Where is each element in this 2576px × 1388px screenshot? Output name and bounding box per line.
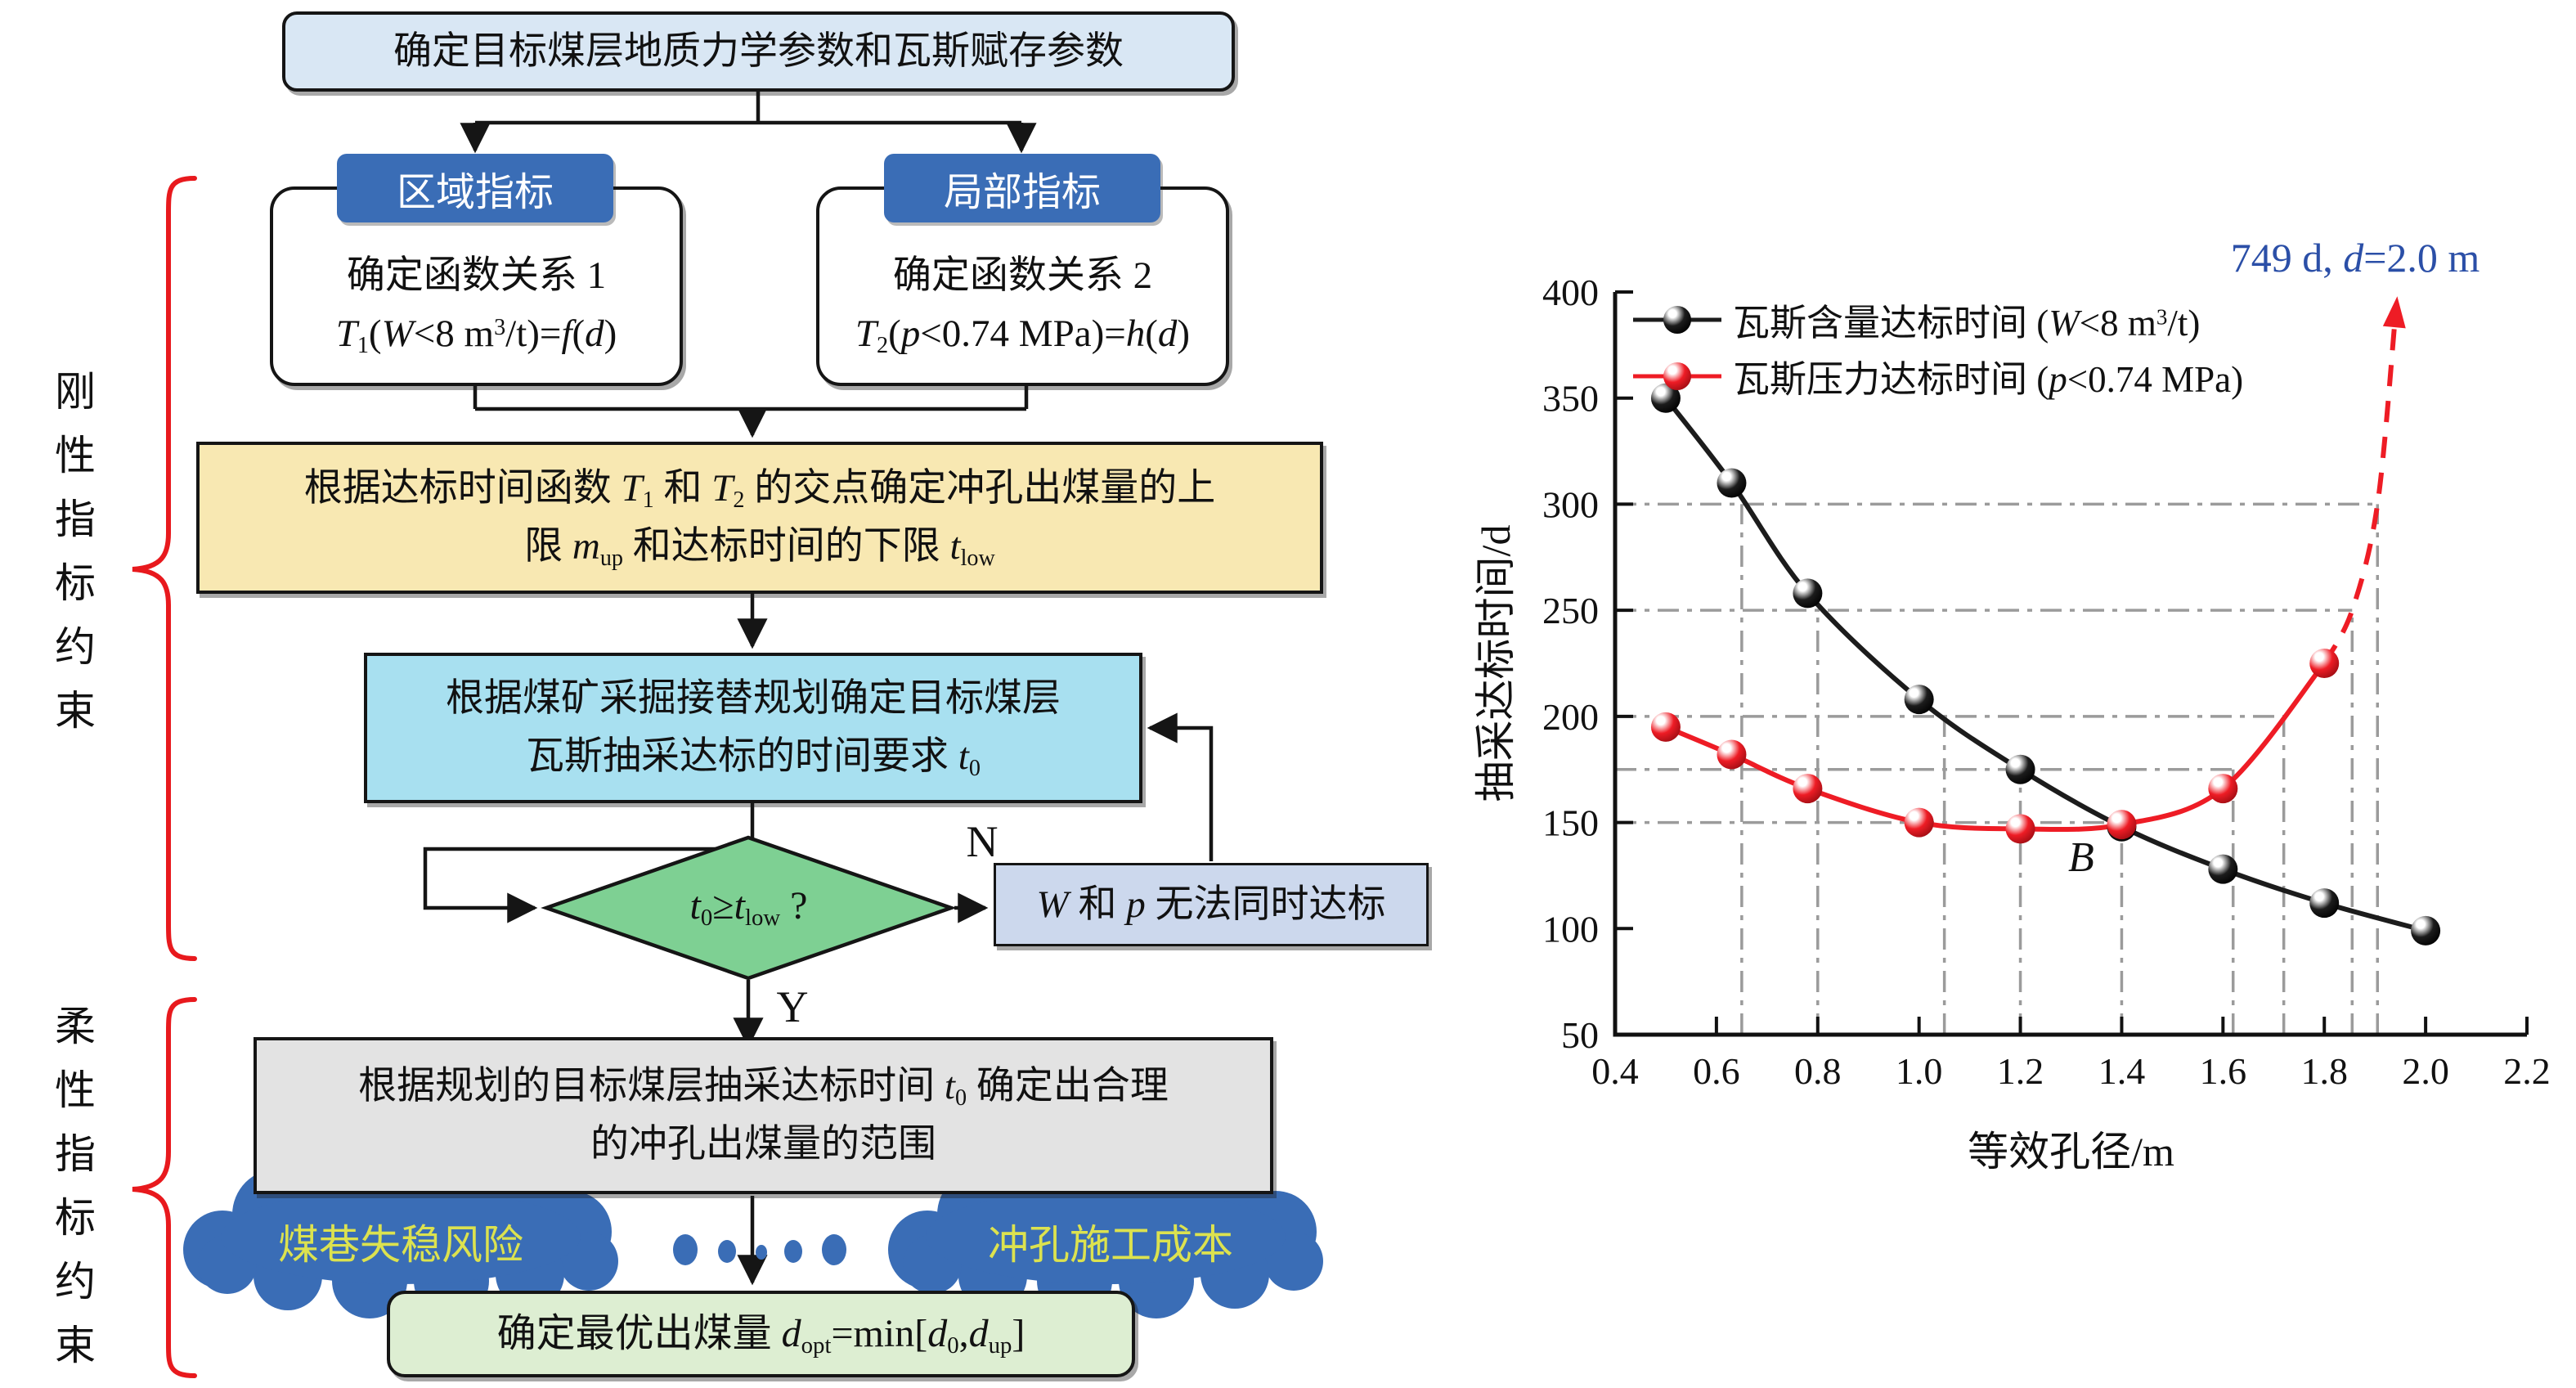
data-point [1904,807,1934,838]
flexible-constraint-brace [132,997,197,1378]
upper-limit-line2: 限 mup 和达标时间的下限 tlow [524,525,995,571]
series-curve-1 [1664,662,2327,833]
flexible-constraint-label: 柔性指标约束 [49,1004,95,1387]
axes: 50 100 150 200 250 300 350 400 0.4 0.6 0.8 1.0 1.2 1.… [1473,272,2551,1175]
optimal-output-text: 确定最优出煤量 dopt=min[d0,dup] [496,1311,1025,1359]
annotation-749d: 749 d, d=2.0 m [2230,235,2480,281]
function2-title: 确定函数关系 2 [892,254,1153,298]
x-axis-label: 等效孔径/m [1968,1129,2174,1175]
legend-text-gas-content: 瓦斯含量达标时间 (W<8 m3/t) [1733,303,2201,344]
x-tick-label: 2.0 [2402,1050,2449,1092]
chart-legend: 瓦斯含量达标时间 (W<8 m3/t) 瓦斯压力达标时间 (p<0.74 MPa… [1631,293,2243,402]
data-point [2005,814,2035,844]
intersection-label-B: B [2068,834,2094,881]
x-tick-label: 1.6 [2200,1050,2247,1092]
rigid-constraint-brace [132,176,197,961]
function2-formula: T2(p<0.74 MPa)=h(d) [855,312,1191,358]
reference-guides [1615,502,2380,1035]
x-tick-label: 1.4 [2098,1050,2146,1092]
upper-limit-line1: 根据达标时间函数 T1 和 T2 的交点确定冲孔出煤量的上 [303,466,1216,513]
legend-text-gas-pressure: 瓦斯压力达标时间 (p<0.74 MPa) [1733,359,2244,400]
x-tick-label: 2.2 [2503,1050,2551,1092]
local-index-header: 局部指标 [884,154,1160,222]
function1-formula: T1(W<8 m3/t)=f(d) [335,312,617,358]
x-tick-label: 1.0 [1896,1050,1943,1092]
legend-marker-red-ball [1631,357,1723,395]
y-tick-label: 50 [1561,1014,1599,1056]
branch-label-yes: Y [776,982,809,1031]
legend-item-gas-content: 瓦斯含量达标时间 (W<8 m3/t) [1631,293,2243,346]
dashed-extension-arrow [2322,317,2398,665]
y-tick-label: 300 [1542,483,1599,525]
connector-arrow-to-decision [423,803,755,923]
y-tick-label: 150 [1542,802,1599,844]
rigid-constraint-label: 刚性指标约束 [49,370,95,752]
cloud-dots [673,1234,846,1265]
data-point [2309,888,2340,919]
data-point [2208,854,2238,884]
data-point [2411,915,2441,946]
data-point [2208,774,2238,804]
data-point [1717,739,1747,770]
connector-feedback-arrow [1147,712,1214,861]
data-point [1793,774,1823,804]
decision-diamond: t0≥tlow ? [546,838,951,978]
data-point [1904,685,1934,715]
function2-box: 确定函数关系 2 T2(p<0.74 MPa)=h(d) [816,186,1229,386]
connector-split-line [475,92,1021,125]
x-tick-label: 0.6 [1693,1050,1740,1092]
y-tick-label: 100 [1542,908,1599,950]
x-tick-label: 1.2 [1997,1050,2044,1092]
data-point [1793,578,1823,609]
series-markers [1650,383,2441,946]
branch-label-no: N [966,817,999,866]
y-tick-label: 400 [1542,272,1599,313]
region-index-label: 区域指标 [396,171,554,214]
legend-item-gas-pressure: 瓦斯压力达标时间 (p<0.74 MPa) [1631,349,2243,402]
function1-title: 确定函数关系 1 [346,254,607,298]
cloud-left-label: 煤巷失稳风险 [278,1222,523,1268]
legend-marker-black-ball [1631,301,1723,339]
fail-box: W 和 p 无法同时达标 [994,863,1429,946]
range-box: 根据规划的目标煤层抽采达标时间 t0 确定出合理 的冲孔出煤量的范围 [254,1037,1273,1194]
schedule-line1: 根据煤矿采掘接替规划确定目标煤层 [446,677,1061,721]
upper-limit-box: 根据达标时间函数 T1 和 T2 的交点确定冲孔出煤量的上 限 mup 和达标时… [196,442,1323,594]
y-tick-label: 200 [1542,696,1599,738]
cloud-right-label: 冲孔施工成本 [988,1222,1233,1268]
range-line2: 的冲孔出煤量的范围 [590,1123,936,1166]
decision-condition: t0≥tlow ? [689,884,808,932]
extraction-time-chart: 50 100 150 200 250 300 350 400 0.4 0.6 0.8 1.0 1.2 1.… [1464,98,2576,1284]
x-tick-label: 1.8 [2300,1050,2348,1092]
data-point [2309,649,2340,678]
y-tick-label: 350 [1542,378,1599,420]
top-parameters-box: 确定目标煤层地质力学参数和瓦斯赋存参数 [282,11,1235,92]
schedule-line2: 瓦斯抽采达标的时间要求 t0 [526,734,981,781]
y-tick-label: 250 [1542,590,1599,631]
data-point [1650,383,1681,413]
range-line1: 根据规划的目标煤层抽采达标时间 t0 确定出合理 [358,1065,1169,1112]
connector-merge-line [473,386,1029,411]
region-index-header: 区域指标 [337,154,613,222]
y-axis-label: 抽采达标时间/d [1473,525,1519,802]
local-index-label: 局部指标 [943,171,1101,214]
top-parameters-text: 确定目标煤层地质力学参数和瓦斯赋存参数 [393,29,1124,73]
schedule-requirement-box: 根据煤矿采掘接替规划确定目标煤层 瓦斯抽采达标的时间要求 t0 [364,653,1142,803]
data-point [1650,712,1681,742]
data-point [2005,754,2035,784]
x-tick-label: 0.4 [1591,1050,1639,1092]
data-point [2107,810,2137,840]
fail-box-text: W 和 p 无法同时达标 [1036,883,1386,926]
chart-plot-canvas: 50 100 150 200 250 300 350 400 0.4 0.6 0.8 1.0 1.2 1.… [1473,272,2551,1175]
x-tick-label: 0.8 [1794,1050,1842,1092]
decision-diamond-shape [541,835,957,981]
optimal-output-box: 确定最优出煤量 dopt=min[d0,dup] [387,1291,1135,1377]
dashed-arrowhead [2382,296,2406,329]
data-point [1717,468,1747,498]
